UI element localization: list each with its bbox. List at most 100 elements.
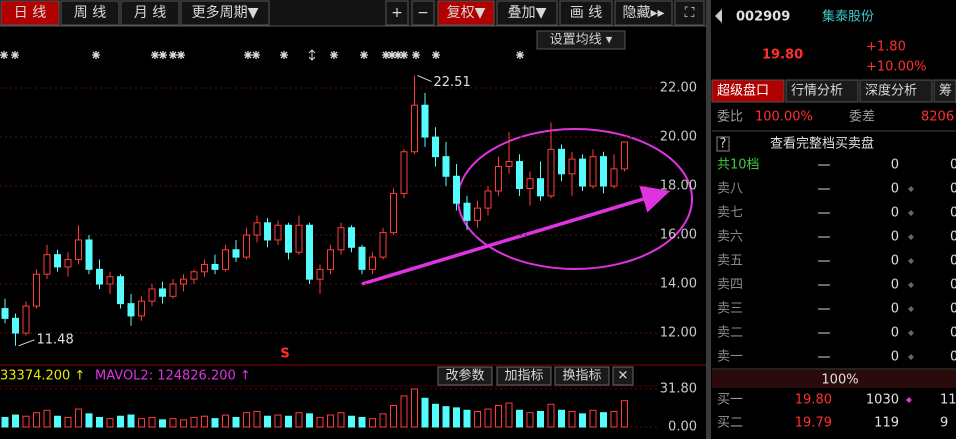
candle-body <box>442 156 450 177</box>
volume-bar <box>295 412 303 428</box>
book-extra: 0 <box>950 230 956 245</box>
indicator-button-label[interactable]: ✕ <box>618 369 629 384</box>
period-button[interactable] <box>120 0 180 26</box>
volume-bar <box>484 408 492 428</box>
period-button[interactable] <box>60 0 120 26</box>
indicator-button[interactable] <box>496 366 552 386</box>
indicator-button-label[interactable]: 换指标 <box>562 369 601 384</box>
back-arrow[interactable] <box>715 9 722 23</box>
book-marker <box>908 282 914 288</box>
candle-body <box>64 259 72 268</box>
indicator-button[interactable] <box>437 366 493 386</box>
period-label[interactable]: 周 线 <box>74 5 106 21</box>
indicator-button[interactable] <box>612 366 634 386</box>
tool-label[interactable]: − <box>417 5 429 21</box>
candle-body <box>117 276 124 305</box>
volume-bar <box>264 415 271 428</box>
y-tick-label: 16.00 <box>660 228 697 243</box>
high-label: 22.51 <box>434 75 471 90</box>
indicator-button-label[interactable]: 改参数 <box>445 368 484 384</box>
period-label[interactable]: 更多周期▼ <box>192 4 259 21</box>
tool-label[interactable]: + <box>391 5 403 21</box>
low-pointer <box>18 339 35 347</box>
ma-button-label[interactable]: 设置均线 ▾ <box>550 33 613 48</box>
tool-label[interactable]: ⛶ <box>685 5 695 21</box>
candle-body <box>348 227 355 248</box>
volume-bar <box>159 419 166 428</box>
quote-tab-label[interactable]: 筹 <box>939 83 952 99</box>
period-button[interactable] <box>0 0 60 26</box>
quote-tab[interactable] <box>933 79 956 103</box>
volume-bar <box>390 404 397 428</box>
tool-button[interactable] <box>437 0 495 26</box>
volume-bar <box>589 409 597 428</box>
volume-bar <box>148 416 156 428</box>
candle-body <box>369 256 376 270</box>
volume-bar <box>453 407 460 428</box>
book-extra: 0 <box>950 326 956 341</box>
book-level: 卖四 <box>717 278 743 293</box>
book-extra: 0 <box>950 206 956 221</box>
candle-body <box>421 104 429 138</box>
book-marker <box>908 186 914 192</box>
volume-bar <box>64 416 72 428</box>
period-button[interactable] <box>180 0 270 26</box>
buy-level: 买二 <box>717 416 743 431</box>
tool-button[interactable] <box>674 0 705 26</box>
tool-label[interactable]: 隐藏▸▸ <box>622 5 664 21</box>
quote-tab-label[interactable]: 深度分析 <box>865 83 917 99</box>
indicator-button[interactable] <box>554 366 610 386</box>
volume-tick-label: 31.80 <box>660 381 697 396</box>
candle-body <box>33 273 40 307</box>
tool-button[interactable] <box>411 0 435 26</box>
volume-bar <box>201 415 208 428</box>
candle-body <box>610 168 618 187</box>
y-tick-label: 12.00 <box>660 326 697 341</box>
book-level: 卖一 <box>717 350 743 365</box>
tool-label[interactable]: 画 线 <box>570 5 602 21</box>
candle-body <box>106 276 114 285</box>
volume-bar <box>621 400 628 428</box>
full-book-link[interactable]: 查看完整档买卖盘 <box>770 136 874 152</box>
candle-body <box>400 151 408 194</box>
candle-body <box>621 141 628 170</box>
quote-tab-label[interactable]: 超级盘口 <box>717 83 769 99</box>
volume-bar <box>85 413 93 428</box>
volume-bar <box>33 412 40 428</box>
volume-bar <box>537 410 544 428</box>
quote-tab-label[interactable]: 行情分析 <box>791 84 843 99</box>
candle-body <box>159 288 166 297</box>
volume-bar <box>411 388 418 428</box>
candle-body <box>379 232 387 258</box>
y-tick-label: 20.00 <box>660 130 697 145</box>
candle-body <box>222 249 229 270</box>
volume-bar <box>138 418 145 428</box>
indicator-button-label[interactable]: 加指标 <box>504 369 543 384</box>
balance-label: 100% <box>821 373 858 388</box>
candle-body <box>232 249 240 258</box>
candle-body <box>568 158 576 175</box>
volume-bar <box>1 416 9 428</box>
period-label[interactable]: 月 线 <box>134 5 166 21</box>
buy-volume: 1030 <box>866 393 899 408</box>
quote-tab[interactable] <box>711 79 785 103</box>
book-level: 共10档 <box>717 158 760 173</box>
help-icon[interactable]: ? <box>720 137 727 152</box>
candle-body <box>537 178 544 197</box>
tool-button[interactable] <box>385 0 409 26</box>
candle-body <box>600 156 607 187</box>
volume-bar <box>547 403 555 428</box>
quote-tab[interactable] <box>859 79 933 103</box>
tool-button[interactable] <box>614 0 673 26</box>
volume-bar <box>222 414 229 428</box>
volume-bar <box>169 418 177 428</box>
period-label[interactable]: 日 线 <box>14 5 46 21</box>
help-box[interactable] <box>716 136 730 152</box>
tool-button[interactable] <box>496 0 558 26</box>
tool-button[interactable] <box>559 0 613 26</box>
tool-label[interactable]: 复权▼ <box>447 4 486 21</box>
ma-button[interactable] <box>536 30 626 50</box>
tool-label[interactable]: 叠加▼ <box>508 5 547 21</box>
quote-tab[interactable] <box>785 79 859 103</box>
volume-bar <box>358 416 366 428</box>
